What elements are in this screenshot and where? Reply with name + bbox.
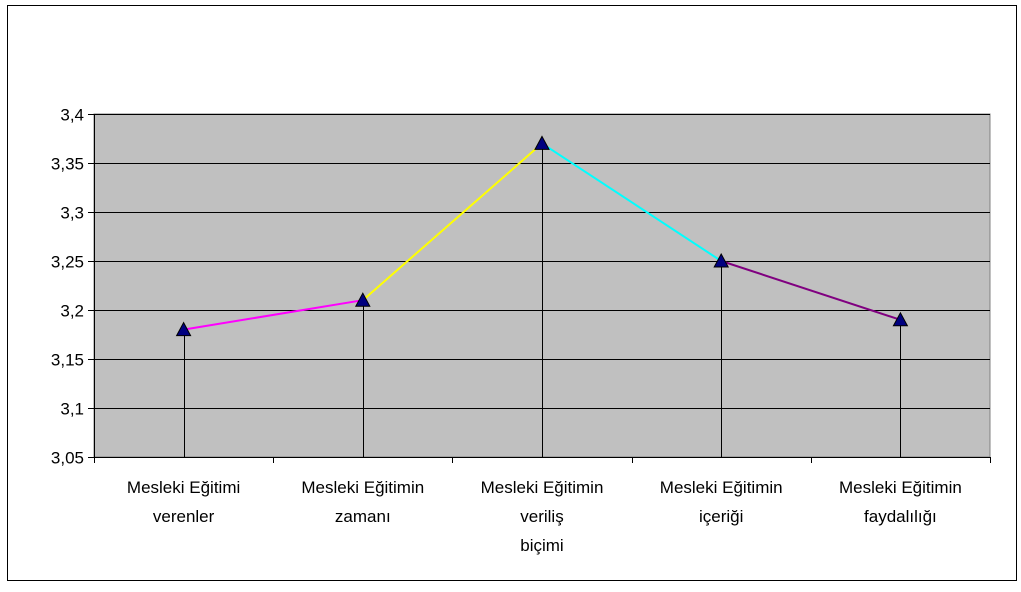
x-category-label-line: zamanı (335, 507, 391, 526)
x-category-label: Mesleki Eğitimin veriliş biçimi (481, 478, 604, 555)
x-category-label: Mesleki Eğitimin zamanı (301, 478, 424, 526)
x-category-label-line: veriliş (520, 507, 563, 526)
x-category-label: Mesleki Eğitimin içeriği (660, 478, 783, 526)
x-category-label: Mesleki Eğitimi verenler (127, 478, 240, 526)
x-category-label-line: içeriği (699, 507, 743, 526)
series-line-segment (541, 142, 722, 262)
y-tick-label: 3,1 (60, 400, 84, 419)
series-line-segment (362, 142, 543, 301)
y-tick-label: 3,05 (51, 449, 84, 468)
y-tick-label: 3,3 (60, 204, 84, 223)
data-point-marker (713, 252, 730, 268)
data-point-marker (175, 321, 192, 337)
x-category-label-line: verenler (153, 507, 215, 526)
x-category-label-line: biçimi (520, 536, 563, 555)
y-tick-label: 3,15 (51, 351, 84, 370)
x-category-label-line: Mesleki Eğitimin (481, 478, 604, 497)
x-category-label-line: Mesleki Eğitimin (660, 478, 783, 497)
data-point-marker (354, 292, 371, 307)
series-line-segment (720, 260, 901, 321)
x-category-label-line: Mesleki Eğitimin (839, 478, 962, 497)
y-tick-label: 3,35 (51, 155, 84, 174)
data-point-marker (534, 135, 550, 150)
y-tick-label: 3,2 (60, 302, 84, 321)
series-line-segment (183, 299, 363, 331)
x-category-label-line: faydalılığı (864, 507, 937, 526)
y-tick-label: 3,4 (60, 106, 84, 125)
y-tick-label: 3,25 (51, 253, 84, 272)
x-category-label: Mesleki Eğitimin faydalılığı (839, 478, 962, 526)
x-category-label-line: Mesleki Eğitimi (127, 478, 240, 497)
data-point-marker (892, 311, 909, 327)
chart-frame: 3,05 3,1 3,15 3,2 3,25 3,3 3,35 3,4 Mesleki Eğit… (7, 5, 1017, 581)
line-chart: 3,05 3,1 3,15 3,2 3,25 3,3 3,35 3,4 Mesleki Eğit… (51, 106, 991, 555)
x-category-label-line: Mesleki Eğitimin (301, 478, 424, 497)
